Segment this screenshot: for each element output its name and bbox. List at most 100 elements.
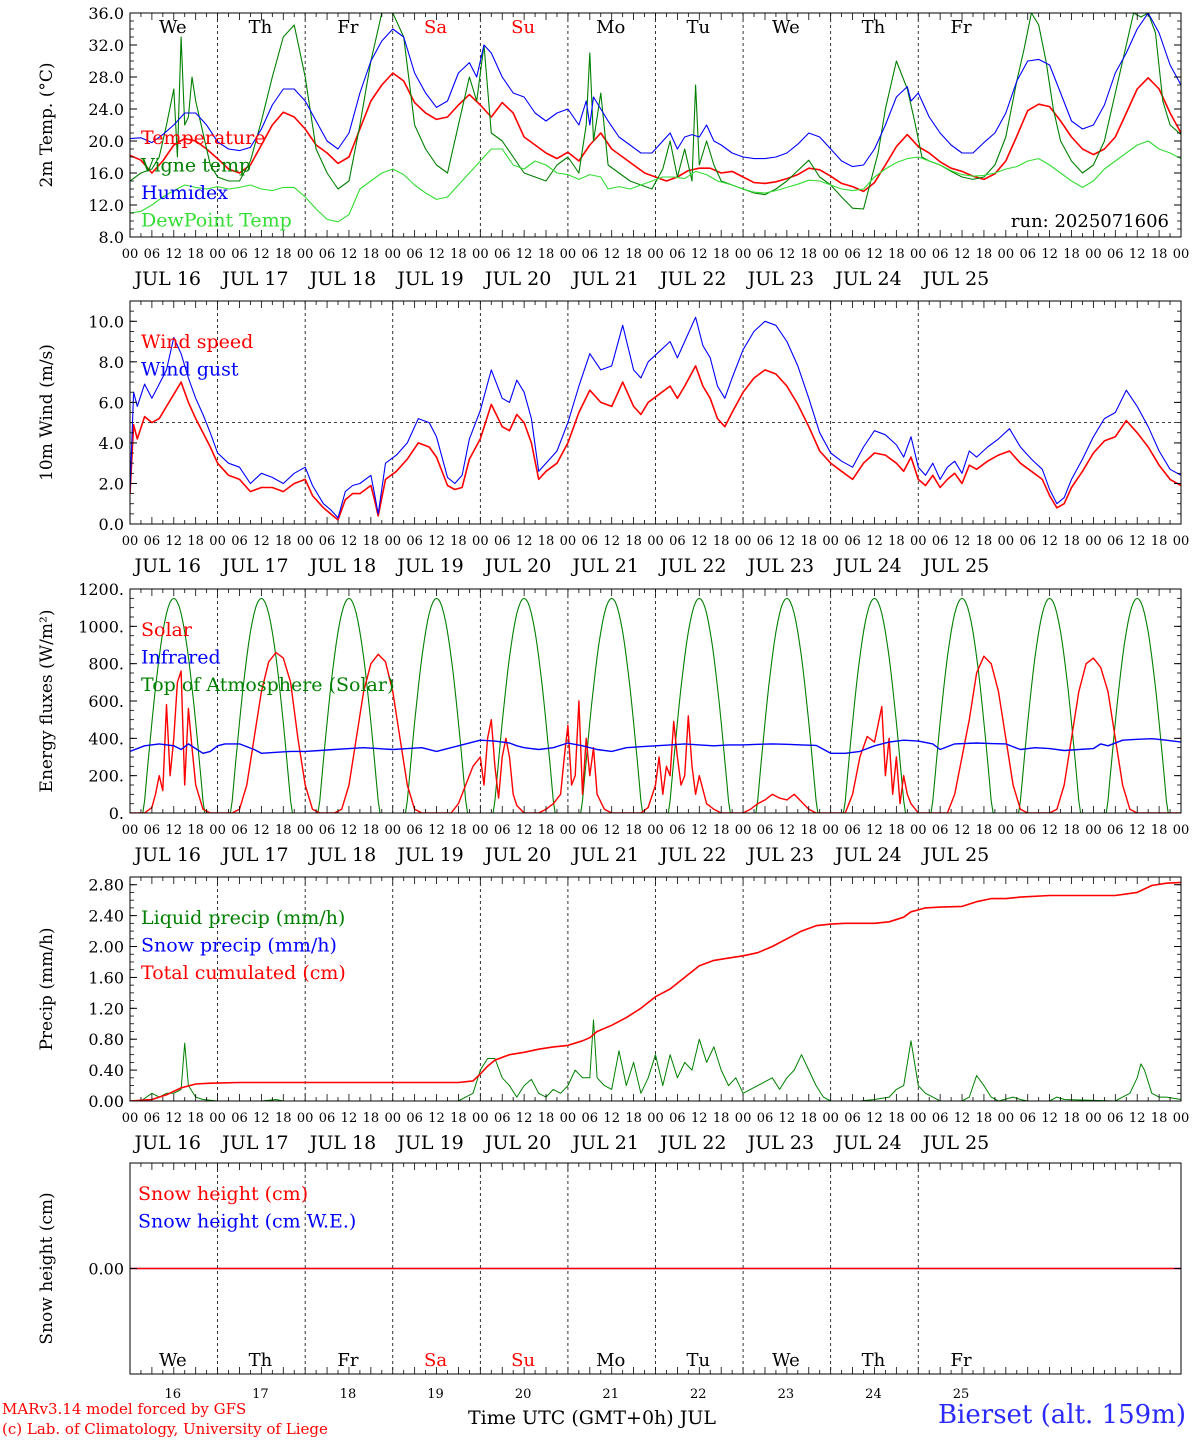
x-hour-label: 12 (866, 534, 883, 549)
x-hour-label: 12 (954, 1111, 971, 1126)
x-date-label: JUL 17 (220, 268, 288, 290)
x-hour-label: 06 (494, 247, 511, 262)
x-date-label: JUL 24 (833, 268, 901, 290)
x-hour-label: 00 (1173, 823, 1190, 838)
plot-frame (129, 12, 1182, 238)
series-solar (130, 651, 1181, 813)
weekday-label: We (159, 17, 187, 38)
x-date-label: JUL 16 (133, 844, 201, 866)
x-hour-label: 18 (363, 534, 380, 549)
x-hour-label: 00 (1085, 1111, 1102, 1126)
x-hour-label: 06 (932, 823, 949, 838)
x-hour-label: 18 (275, 247, 292, 262)
x-hour-label: 18 (1063, 1111, 1080, 1126)
legend-entry: Vigne temp (140, 155, 251, 177)
x-axis-title: Time UTC (GMT+0h) JUL (468, 1407, 716, 1429)
y-tick-label: 0.40 (88, 1061, 124, 1080)
x-hour-label: 00 (560, 247, 577, 262)
x-hour-label: 06 (1107, 1111, 1124, 1126)
legend-entry: Snow height (cm) (138, 1183, 308, 1205)
x-date-label: JUL 24 (833, 844, 901, 866)
x-date-label: JUL 21 (570, 1132, 638, 1154)
x-hour-label: 06 (669, 534, 686, 549)
x-hour-label: 06 (319, 247, 336, 262)
x-hour-label: 18 (1063, 823, 1080, 838)
x-hour-label: 18 (450, 1111, 467, 1126)
x-hour-label: 00 (647, 1111, 664, 1126)
x-date-label: JUL 23 (746, 844, 814, 866)
x-hour-label: 12 (866, 1111, 883, 1126)
day-number-label: 17 (252, 1387, 269, 1402)
x-hour-label: 18 (1063, 247, 1080, 262)
x-hour-label: 00 (822, 247, 839, 262)
x-hour-label: 06 (144, 1111, 161, 1126)
x-hour-label: 00 (560, 1111, 577, 1126)
x-hour-label: 12 (603, 534, 620, 549)
x-hour-label: 06 (319, 1111, 336, 1126)
x-hour-label: 18 (450, 247, 467, 262)
x-hour-label: 06 (231, 247, 248, 262)
x-hour-label: 00 (822, 534, 839, 549)
legend-entry: Liquid precip (mm/h) (141, 907, 345, 929)
x-hour-label: 18 (187, 1111, 204, 1126)
x-hour-label: 00 (1173, 534, 1190, 549)
y-tick-label: 0. (109, 804, 124, 823)
x-hour-label: 06 (757, 1111, 774, 1126)
x-hour-label: 18 (187, 247, 204, 262)
x-hour-label: 12 (866, 247, 883, 262)
x-hour-label: 00 (472, 247, 489, 262)
series-vigne-temp (130, 13, 1181, 210)
x-hour-label: 06 (582, 1111, 599, 1126)
day-number-label: 21 (602, 1387, 619, 1402)
x-hour-label: 06 (494, 823, 511, 838)
x-hour-label: 00 (209, 534, 226, 549)
y-axis-title: 10m Wind (m/s) (37, 344, 57, 481)
weekday-label: Mo (596, 1350, 625, 1371)
x-hour-label: 00 (122, 1111, 139, 1126)
x-hour-label: 18 (888, 534, 905, 549)
x-hour-label: 06 (144, 247, 161, 262)
y-tick-label: 6.0 (99, 393, 124, 412)
x-hour-label: 06 (1107, 823, 1124, 838)
x-hour-label: 12 (341, 247, 358, 262)
x-date-label: JUL 16 (133, 1132, 201, 1154)
x-hour-label: 00 (122, 823, 139, 838)
x-hour-label: 00 (998, 534, 1015, 549)
x-hour-label: 00 (297, 534, 314, 549)
x-hour-label: 12 (779, 823, 796, 838)
x-hour-label: 12 (1129, 823, 1146, 838)
y-axis-title: 2m Temp. (°C) (37, 62, 57, 187)
x-hour-label: 06 (757, 823, 774, 838)
x-hour-label: 12 (516, 1111, 533, 1126)
x-hour-label: 06 (582, 823, 599, 838)
x-hour-label: 12 (1041, 534, 1058, 549)
x-hour-label: 18 (1151, 823, 1168, 838)
x-hour-label: 06 (231, 534, 248, 549)
legend-entry: Temperature (141, 127, 265, 149)
weekday-label: Th (862, 1350, 886, 1371)
x-hour-label: 12 (428, 823, 445, 838)
x-hour-label: 00 (647, 534, 664, 549)
x-hour-label: 18 (450, 534, 467, 549)
x-hour-label: 18 (538, 1111, 555, 1126)
weekday-label: Sa (424, 17, 447, 38)
x-date-label: JUL 17 (220, 844, 288, 866)
x-hour-label: 00 (297, 823, 314, 838)
y-tick-label: 200. (88, 767, 124, 786)
x-hour-label: 06 (1019, 1111, 1036, 1126)
x-date-label: JUL 22 (658, 844, 726, 866)
weekday-label: Tu (686, 17, 710, 38)
y-tick-label: 20.0 (88, 132, 124, 151)
x-hour-label: 12 (516, 823, 533, 838)
x-date-label: JUL 19 (395, 268, 463, 290)
y-tick-label: 12.0 (88, 196, 124, 215)
x-hour-label: 12 (603, 1111, 620, 1126)
legend-entry: Top of Atmosphere (Solar) (141, 674, 394, 696)
day-number-label: 22 (690, 1387, 707, 1402)
plot-frame (129, 588, 1182, 814)
x-hour-label: 12 (866, 823, 883, 838)
weekday-label: Tu (686, 1350, 710, 1371)
x-date-label: JUL 18 (308, 555, 376, 577)
x-hour-label: 00 (735, 247, 752, 262)
x-date-label: JUL 17 (220, 1132, 288, 1154)
